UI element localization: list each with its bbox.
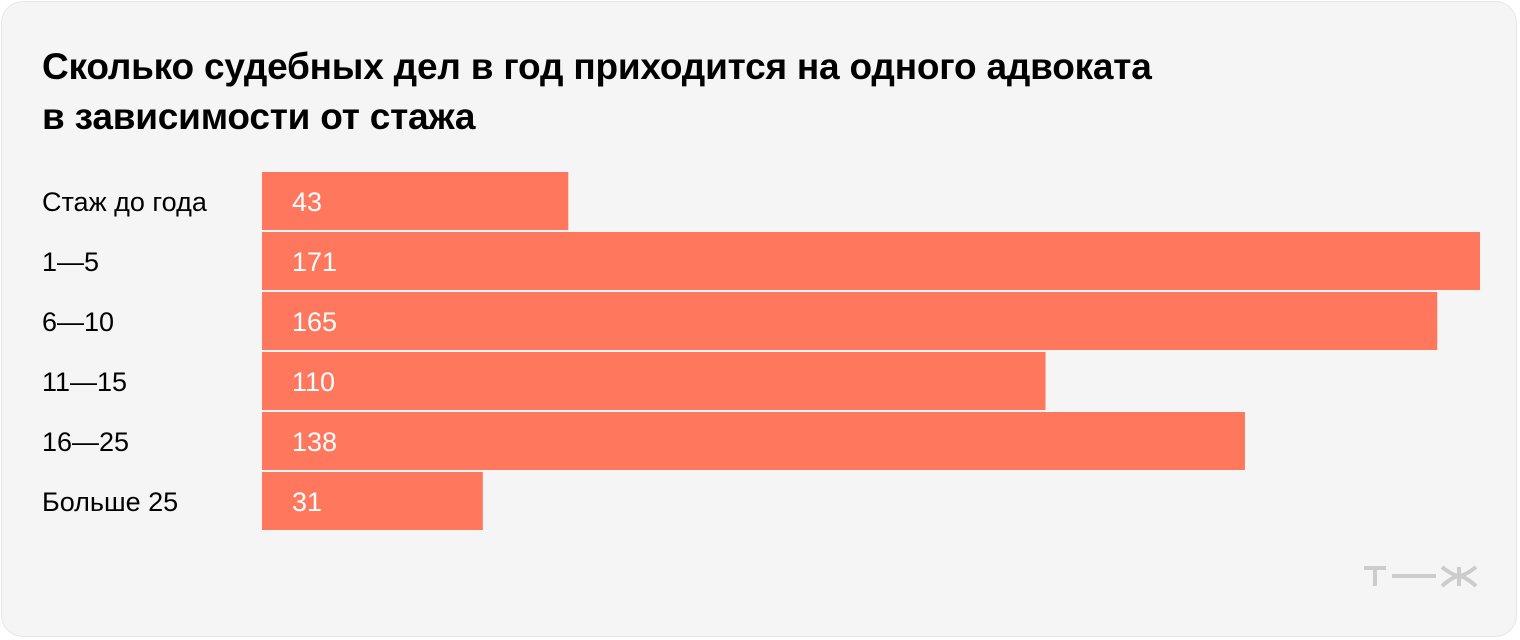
tzh-logo-icon xyxy=(1364,565,1478,588)
bar xyxy=(262,352,1046,410)
category-label: 11—15 xyxy=(42,367,127,397)
category-label: 1—5 xyxy=(42,247,99,277)
chart-title: Сколько судебных дел в год приходится на… xyxy=(42,42,1342,142)
category-label: Стаж до года xyxy=(42,187,208,217)
bar-value-label: 31 xyxy=(292,487,322,517)
category-label: 16—25 xyxy=(42,427,129,457)
bar xyxy=(262,172,569,230)
bar-value-label: 165 xyxy=(292,307,337,337)
bar-value-label: 43 xyxy=(292,187,322,217)
category-label: 6—10 xyxy=(42,307,114,337)
bar-value-label: 138 xyxy=(292,427,337,457)
chart-title-line-1: Сколько судебных дел в год приходится на… xyxy=(42,46,1152,87)
chart-title-line-2: в зависимости от стажа xyxy=(42,96,476,137)
bar xyxy=(262,232,1480,290)
bar xyxy=(262,412,1245,470)
bar xyxy=(262,292,1438,350)
bar-value-label: 110 xyxy=(292,367,335,397)
bar-value-label: 171 xyxy=(292,247,337,277)
category-label: Больше 25 xyxy=(42,487,178,517)
bar xyxy=(262,472,483,530)
